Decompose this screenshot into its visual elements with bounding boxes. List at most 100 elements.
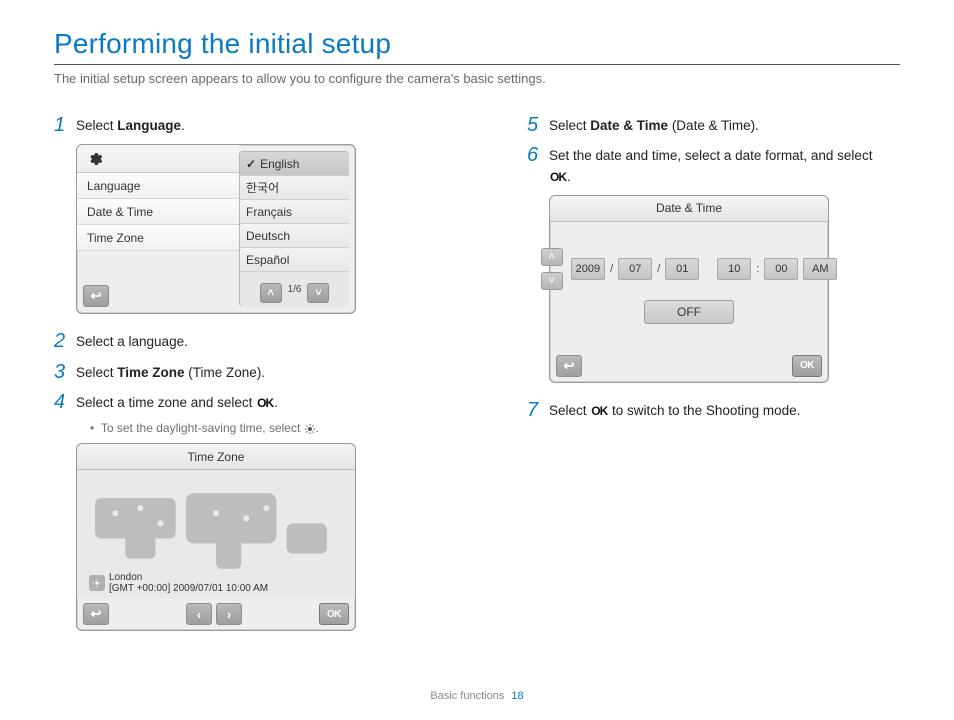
gear-icon — [87, 151, 103, 167]
content-columns: 1 Select Language. Language Date & Time … — [54, 114, 900, 647]
language-menu-pane: Language Date & Time Time Zone ↩ — [77, 145, 239, 313]
step-text: Select Time Zone (Time Zone). — [76, 361, 265, 383]
step-number: 3 — [54, 361, 76, 383]
day-cell[interactable]: 01 — [665, 258, 699, 280]
separator: / — [657, 263, 660, 275]
hour-cell[interactable]: 10 — [717, 258, 751, 280]
language-panel: Language Date & Time Time Zone ↩ ✓ Engli… — [76, 144, 356, 314]
decrement-button[interactable]: ˅ — [541, 272, 563, 290]
datetime-panel: Date & Time ˄ ˅ 2009 / 07 / 01 10 — [549, 195, 829, 383]
check-icon: ✓ — [246, 157, 256, 171]
separator: : — [756, 263, 759, 275]
right-column: 5 Select Date & Time (Date & Time). 6 Se… — [527, 114, 900, 647]
back-button[interactable]: ↩ — [556, 355, 582, 377]
text-fragment: . — [181, 118, 185, 133]
text-fragment: . — [274, 395, 278, 410]
step-number: 7 — [527, 399, 549, 421]
datetime-row: 2009 / 07 / 01 10 : 00 AM — [571, 258, 838, 280]
datetime-footer: ↩ OK — [550, 350, 828, 382]
text-fragment: Select — [549, 403, 590, 418]
language-panel-header — [77, 145, 239, 173]
step-7: 7 Select OK to switch to the Shooting mo… — [527, 399, 900, 421]
text-fragment: to switch to the Shooting mode. — [608, 403, 800, 418]
option-korean[interactable]: 한국어 — [240, 176, 349, 200]
month-cell[interactable]: 07 — [618, 258, 652, 280]
step-number: 2 — [54, 330, 76, 352]
option-deutsch[interactable]: Deutsch — [240, 224, 349, 248]
ampm-cell[interactable]: AM — [803, 258, 837, 280]
text-bold: Time Zone — [117, 365, 184, 380]
ok-icon: OK — [549, 168, 567, 186]
datetime-panel-title: Date & Time — [550, 196, 828, 222]
arrow-column: ˄ ˅ — [541, 248, 563, 290]
text-fragment: Select — [549, 118, 590, 133]
step-6: 6 Set the date and time, select a date f… — [527, 144, 900, 187]
timezone-stamp: [GMT +00:00] 2009/07/01 10:00 AM — [109, 583, 268, 594]
text-fragment: Select a time zone and select — [76, 395, 256, 410]
timezone-footer: ↩ ‹ › OK — [77, 598, 355, 630]
step-text: Select Date & Time (Date & Time). — [549, 114, 759, 136]
ok-button[interactable]: OK — [792, 355, 822, 377]
back-button[interactable]: ↩ — [83, 603, 109, 625]
pager: ˄ 1/6 ˅ — [240, 272, 349, 307]
page-footer: Basic functions 18 — [0, 690, 954, 702]
sun-icon — [92, 578, 102, 588]
text-fragment: Select — [76, 365, 117, 380]
page-title: Performing the initial setup — [54, 28, 900, 60]
step-number: 1 — [54, 114, 76, 136]
text-fragment: . — [567, 169, 571, 184]
step-2: 2 Select a language. — [54, 330, 427, 352]
ok-icon: OK — [256, 394, 274, 412]
text-bold: Date & Time — [590, 118, 668, 133]
minute-cell[interactable]: 00 — [764, 258, 798, 280]
timezone-map[interactable]: London [GMT +00:00] 2009/07/01 10:00 AM — [77, 470, 355, 598]
page-subtitle: The initial setup screen appears to allo… — [54, 71, 900, 86]
step-number: 4 — [54, 391, 76, 413]
prev-button[interactable]: ‹ — [186, 603, 212, 625]
step-3: 3 Select Time Zone (Time Zone). — [54, 361, 427, 383]
timezone-location-text: London [GMT +00:00] 2009/07/01 10:00 AM — [109, 572, 268, 594]
timezone-city: London — [109, 572, 268, 583]
menu-item-language[interactable]: Language — [77, 173, 239, 199]
footer-section: Basic functions — [430, 690, 504, 702]
text-fragment: (Date & Time). — [668, 118, 759, 133]
menu-item-date-time[interactable]: Date & Time — [77, 199, 239, 225]
back-button[interactable]: ↩ — [83, 285, 109, 307]
ok-button[interactable]: OK — [319, 603, 349, 625]
menu-item-time-zone[interactable]: Time Zone — [77, 225, 239, 251]
sun-icon — [304, 423, 316, 435]
footer-page-number: 18 — [511, 690, 523, 702]
step-4-sub: • To set the daylight-saving time, selec… — [90, 421, 427, 435]
ok-icon: OK — [590, 402, 608, 420]
option-label: English — [260, 157, 299, 171]
step-1: 1 Select Language. — [54, 114, 427, 136]
bullet-icon: • — [90, 421, 94, 435]
step-text: Select Language. — [76, 114, 185, 136]
title-rule — [54, 64, 900, 65]
increment-button[interactable]: ˄ — [541, 248, 563, 266]
step-text: Set the date and time, select a date for… — [549, 144, 872, 187]
year-cell[interactable]: 2009 — [571, 258, 605, 280]
option-espanol[interactable]: Español — [240, 248, 349, 272]
option-francais[interactable]: Français — [240, 200, 349, 224]
dst-button[interactable] — [89, 575, 105, 591]
step-number: 5 — [527, 114, 549, 136]
text-bold: Language — [117, 118, 181, 133]
next-button[interactable]: › — [216, 603, 242, 625]
off-button[interactable]: OFF — [644, 300, 734, 324]
text-fragment: Select — [76, 118, 117, 133]
page-indicator: 1/6 — [284, 284, 306, 295]
timezone-panel-title: Time Zone — [77, 444, 355, 470]
option-english[interactable]: ✓ English — [240, 152, 349, 176]
page-up-button[interactable]: ˄ — [260, 283, 282, 303]
step-text: Select a time zone and select OK. — [76, 391, 278, 413]
page-down-button[interactable]: ˅ — [307, 283, 329, 303]
timezone-location: London [GMT +00:00] 2009/07/01 10:00 AM — [89, 572, 268, 594]
language-options-pane: ✓ English 한국어 Français Deutsch Español ˄… — [239, 151, 349, 307]
step-text: Select a language. — [76, 330, 188, 352]
text-fragment: Set the date and time, select a date for… — [549, 148, 872, 163]
step-4: 4 Select a time zone and select OK. — [54, 391, 427, 413]
step-number: 6 — [527, 144, 549, 166]
datetime-body: ˄ ˅ 2009 / 07 / 01 10 : 00 AM — [550, 222, 828, 350]
datetime-controls: ˄ ˅ 2009 / 07 / 01 10 : 00 AM — [541, 248, 838, 290]
